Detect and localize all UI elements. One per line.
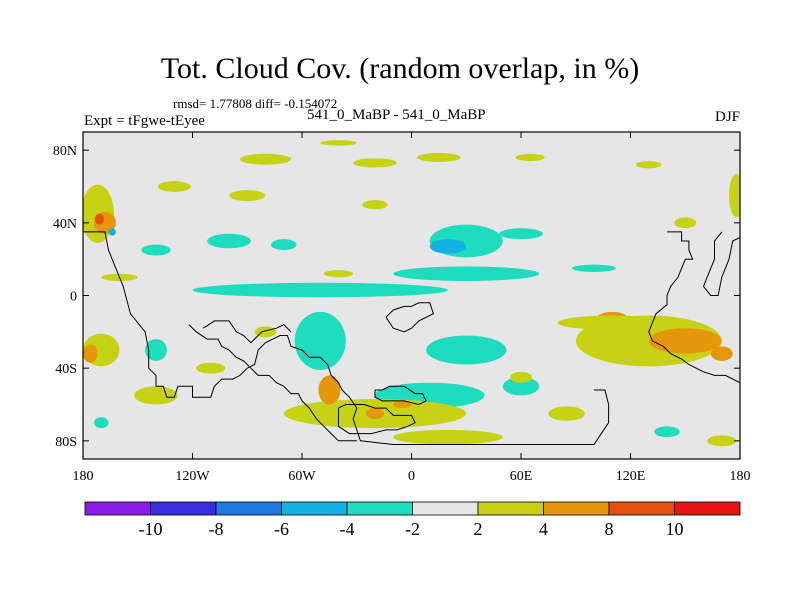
region-yellow-equator-mid (323, 270, 354, 278)
region-north-band-4 (515, 153, 545, 162)
colorbar-label-7: 8 (605, 519, 614, 539)
region-cyan-north-pacific-1 (207, 233, 251, 249)
coastline-antarctic-island (338, 404, 416, 435)
case-label: 541_0_MaBP - 541_0_MaBP (307, 107, 486, 123)
y-tick-label-3: 40S (55, 362, 77, 377)
difference-field (83, 140, 740, 447)
region-yellow-bottom-right (707, 435, 737, 447)
colorbar-label-4: -2 (405, 519, 420, 539)
region-blue-atlantic (429, 239, 467, 254)
season-label: DJF (714, 109, 740, 125)
region-cyan-south-4 (93, 417, 109, 429)
region-orange-south-ocean-3 (393, 400, 412, 409)
coastline-pacific-island-chain (188, 324, 357, 442)
region-orange-se-indian-3 (710, 346, 733, 361)
colorbar-swatch-6 (477, 501, 544, 516)
region-orange-se-indian-1 (648, 328, 722, 354)
region-cyan-safrica (426, 335, 507, 365)
region-yellow-far-south (393, 429, 503, 445)
coastline-north-america-coast (83, 231, 343, 398)
region-yellow-indian-1 (548, 406, 585, 421)
colorbar-swatch-8 (608, 501, 675, 516)
y-tick-label-2: 0 (70, 290, 77, 305)
x-tick-label-1: 120W (175, 469, 210, 484)
coastline-south-america-coast (341, 389, 610, 445)
region-orange-sw-edge (83, 344, 98, 363)
coastline-africa-block (385, 302, 435, 333)
experiment-label: Expt = tFgwe-tEyee (84, 113, 205, 129)
region-yellow-east-band (557, 315, 667, 331)
colorbar-swatch-1 (150, 501, 217, 516)
region-yellow-indian-2 (510, 371, 532, 383)
y-tick-label-1: 40N (53, 217, 77, 232)
region-north-band-3 (416, 152, 461, 162)
region-yellow-pacific-south-1 (196, 362, 226, 374)
stats-label: rmsd= 1.77808 diff= -0.154072 (173, 96, 338, 111)
chart-title: Tot. Cloud Cov. (random overlap, in %) (160, 52, 640, 85)
colorbar-swatch-2 (215, 501, 282, 516)
region-north-band-1 (239, 153, 292, 165)
region-cyan-north-pacific-3 (141, 244, 171, 256)
region-cyan-equator-1 (192, 282, 448, 298)
x-axis: 180 120W 60W 0 60E 120E 180 (73, 132, 751, 484)
coastline-eastern-coast (648, 231, 740, 384)
region-yellow-south-pacific (134, 386, 178, 405)
region-cyan-sa (294, 311, 346, 370)
region-far-right-yellow (729, 173, 740, 218)
region-yellow-40n (674, 217, 697, 229)
region-orange-south-ocean-2 (365, 408, 385, 420)
region-cyan-south-3 (654, 426, 680, 438)
x-tick-label-0: 180 (73, 469, 94, 484)
region-cyan-equator-3 (572, 264, 616, 272)
colorbar-swatch-3 (281, 501, 348, 516)
colorbar-swatch-4 (346, 501, 413, 516)
colorbar-label-8: 10 (666, 519, 684, 539)
region-yellow-55n (229, 190, 266, 202)
colorbar-swatch-9 (674, 501, 741, 516)
coastline-small-island-east (374, 385, 427, 406)
colorbar: -10 -8 -6 -4 -2 2 4 8 10 (84, 501, 741, 539)
x-tick-label-3: 0 (408, 469, 415, 484)
colorbar-label-3: -4 (340, 519, 355, 539)
colorbar-swatch-5 (412, 501, 479, 516)
x-tick-label-4: 60E (510, 469, 533, 484)
region-north-band-2 (353, 158, 397, 168)
y-tick-label-0: 80N (53, 144, 77, 159)
y-axis: 80N 40N 0 40S 80S (53, 144, 740, 450)
colorbar-label-0: -10 (139, 519, 163, 539)
region-north-band-6 (320, 140, 357, 146)
coastline-inner-continent (203, 320, 292, 344)
region-yellow-60n (157, 181, 191, 192)
coastline-east-vertical-strip (702, 231, 740, 296)
region-cyan-south-2 (502, 377, 540, 396)
region-nw-pacific-red (94, 213, 104, 225)
region-cyan-atlantic-east (499, 228, 543, 240)
x-tick-label-6: 180 (730, 469, 751, 484)
colorbar-swatch-0 (84, 501, 151, 516)
colorbar-label-6: 4 (539, 519, 548, 539)
region-orange-south-ocean-1 (318, 375, 341, 405)
colorbar-label-1: -8 (209, 519, 224, 539)
colorbar-label-2: -6 (274, 519, 289, 539)
region-cyan-north-pacific-2 (270, 239, 297, 251)
colorbar-swatch-7 (543, 501, 610, 516)
y-tick-label-4: 80S (55, 435, 77, 450)
region-nw-pacific-blue (108, 228, 116, 236)
region-cyan-equator-2 (393, 266, 540, 281)
coastlines (83, 231, 740, 445)
colorbar-label-5: 2 (474, 519, 483, 539)
region-cyan-south-1 (145, 339, 167, 361)
x-tick-label-5: 120E (616, 469, 646, 484)
x-tick-label-2: 60W (288, 469, 316, 484)
region-north-band-5 (635, 161, 662, 169)
region-yellow-50n (362, 200, 388, 210)
